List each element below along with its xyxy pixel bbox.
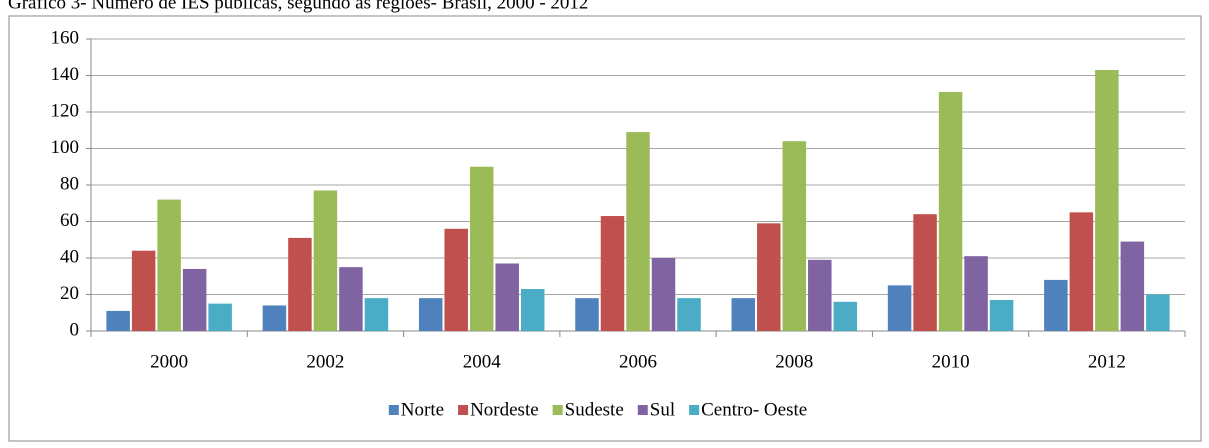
x-tick-label: 2002: [306, 351, 344, 372]
bar: [782, 141, 807, 331]
legend-label: Sul: [650, 399, 675, 420]
bar: [938, 91, 963, 331]
y-tick-label: 100: [51, 137, 80, 158]
legend-item: Sudeste: [552, 399, 624, 420]
legend-item: Nordeste: [458, 399, 539, 420]
chart-frame: [8, 15, 1202, 442]
bar: [731, 298, 756, 331]
legend-swatch: [689, 405, 700, 415]
x-tick-label: 2006: [619, 351, 657, 372]
y-tick-label: 140: [51, 64, 80, 85]
bar: [469, 166, 494, 331]
bar: [651, 258, 676, 331]
bar: [626, 132, 650, 331]
y-tick-label: 0: [70, 319, 80, 340]
bar: [757, 223, 781, 331]
bar: [600, 216, 625, 331]
bar: [182, 268, 207, 331]
y-tick-label: 120: [51, 100, 80, 121]
bar: [808, 259, 832, 331]
legend-swatch: [552, 405, 563, 415]
bar: [208, 303, 232, 331]
bar: [418, 298, 443, 331]
bar: [677, 298, 701, 331]
bar: [131, 250, 156, 331]
legend-item: Sul: [637, 399, 675, 420]
y-tick-label: 60: [60, 210, 79, 231]
legend-label: Nordeste: [470, 399, 539, 420]
legend-item: Centro- Oeste: [689, 399, 807, 420]
bar: [495, 263, 519, 331]
bar: [262, 305, 287, 331]
bar: [1120, 241, 1145, 331]
legend-label: Sudeste: [565, 399, 624, 420]
bar: [444, 228, 468, 331]
bar: [887, 285, 912, 331]
bar: [339, 267, 363, 331]
legend-swatch: [388, 405, 399, 415]
bar: [989, 299, 1014, 331]
bar: [1095, 70, 1119, 332]
legend-item: Norte: [388, 399, 444, 420]
y-tick-label: 160: [51, 27, 80, 48]
bar: [1146, 294, 1170, 331]
bar: [313, 190, 338, 331]
bar: [288, 237, 312, 331]
bar: [106, 310, 130, 331]
y-tick-label: 80: [60, 173, 79, 194]
bar: [964, 256, 988, 331]
legend-label: Centro- Oeste: [701, 399, 807, 420]
legend-swatch: [637, 405, 648, 415]
legend: Norte Nordeste Sudeste Sul Centro- Oeste: [388, 399, 807, 420]
x-tick-label: 2000: [150, 351, 188, 372]
x-tick-label: 2012: [1088, 351, 1126, 372]
bar: [575, 298, 599, 331]
bar: [1069, 212, 1094, 331]
bar: [1044, 279, 1068, 331]
x-tick-label: 2004: [463, 351, 502, 372]
x-tick-label: 2008: [775, 351, 813, 372]
y-tick-label: 20: [60, 283, 79, 304]
legend-label: Norte: [401, 399, 444, 420]
bar: [157, 199, 181, 331]
legend-swatch: [458, 405, 469, 415]
bar: [364, 298, 389, 331]
chart-title: Gráfico 3- Número de IES públicas, segun…: [8, 0, 588, 13]
bar: [520, 289, 545, 331]
bar: [833, 301, 858, 331]
y-tick-label: 40: [60, 246, 79, 267]
x-tick-label: 2010: [932, 351, 970, 372]
bar: [913, 214, 937, 331]
